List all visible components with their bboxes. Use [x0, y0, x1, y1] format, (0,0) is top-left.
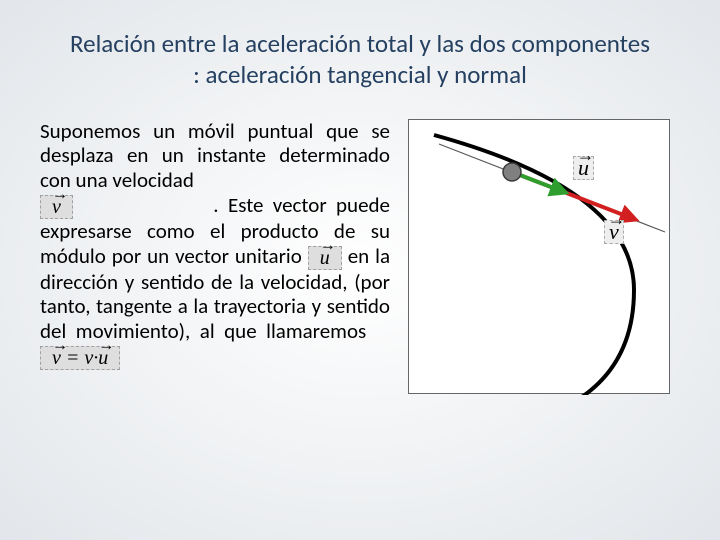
figure-v-label: →v	[604, 220, 624, 244]
vec-v-symbol: v	[52, 196, 61, 218]
slide: Relación entre la aceleración total y la…	[0, 0, 720, 540]
trajectory-curve	[434, 135, 634, 395]
para-seg-1: Suponemos un móvil puntual que se despla…	[40, 118, 390, 194]
slide-title: Relación entre la aceleración total y la…	[40, 28, 680, 91]
particle-dot	[503, 163, 521, 181]
formula-u-vector: u	[308, 246, 342, 270]
body-paragraph: Suponemos un móvil puntual que se despla…	[40, 119, 390, 370]
figure-svg	[409, 120, 669, 395]
content-row: Suponemos un móvil puntual que se despla…	[40, 119, 680, 394]
formula-v-vector: v	[40, 195, 73, 219]
trajectory-figure: →u →v	[408, 119, 670, 394]
vec-u-symbol: u	[320, 247, 330, 269]
formula-equation: v = v·u	[40, 346, 120, 370]
figure-u-label: →u	[573, 156, 594, 180]
